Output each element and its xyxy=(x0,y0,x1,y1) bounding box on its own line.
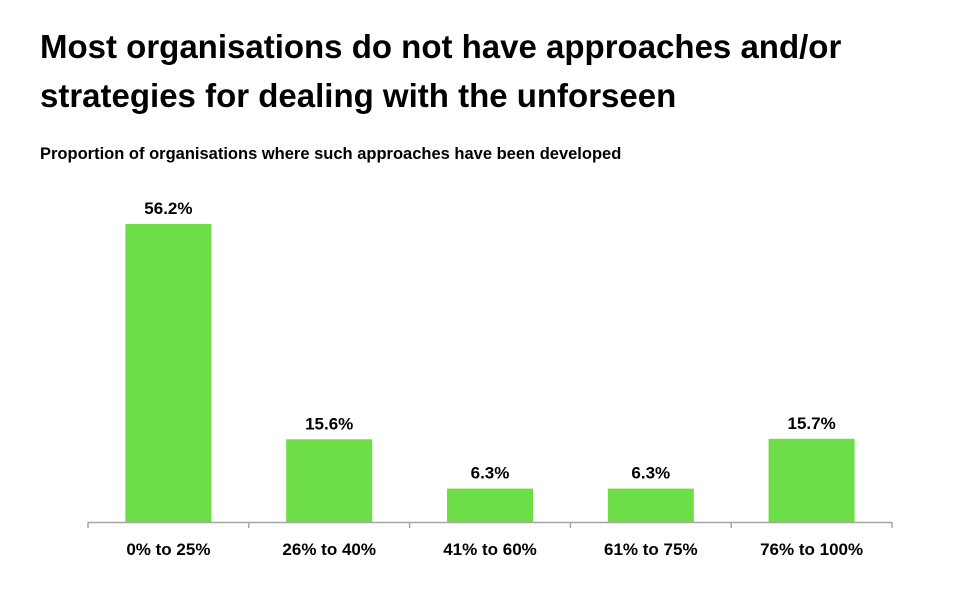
bar-0 xyxy=(125,224,212,522)
data-label-4: 15.7% xyxy=(787,414,835,433)
chart-subtitle: Proportion of organisations where such a… xyxy=(40,145,622,163)
x-tick-label-1: 26% to 40% xyxy=(282,540,376,559)
bar-1 xyxy=(286,439,373,522)
bars-group xyxy=(125,224,855,522)
data-labels-group: 56.2% 15.6% 6.3% 6.3% 15.7% xyxy=(144,199,835,483)
data-label-0: 56.2% xyxy=(144,199,192,218)
data-label-2: 6.3% xyxy=(471,464,510,483)
bar-3 xyxy=(607,488,694,522)
x-tick-label-0: 0% to 25% xyxy=(126,540,210,559)
x-tick-label-3: 61% to 75% xyxy=(604,540,698,559)
x-axis xyxy=(87,521,893,528)
data-label-3: 6.3% xyxy=(631,464,670,483)
bar-2 xyxy=(447,488,533,522)
chart-title: Most organisations do not have approache… xyxy=(40,28,842,114)
x-tick-label-2: 41% to 60% xyxy=(443,540,537,559)
bar-4 xyxy=(768,438,855,522)
x-tick-label-4: 76% to 100% xyxy=(760,540,863,559)
data-label-1: 15.6% xyxy=(305,414,353,433)
x-tick-labels-group: 0% to 25% 26% to 40% 41% to 60% 61% to 75% 7… xyxy=(126,540,863,559)
